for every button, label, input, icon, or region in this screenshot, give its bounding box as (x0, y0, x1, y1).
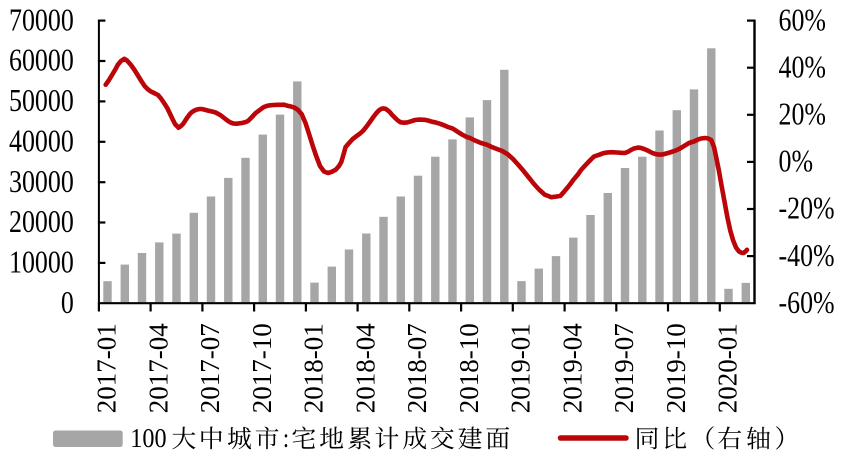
svg-text:100: 100 (130, 422, 166, 453)
svg-text:2017-01: 2017-01 (92, 323, 122, 413)
svg-text:70000: 70000 (9, 3, 74, 38)
svg-text:2018-04: 2018-04 (350, 323, 380, 413)
svg-text:-40%: -40% (779, 238, 835, 273)
svg-text:2018-10: 2018-10 (454, 323, 484, 413)
svg-text:0%: 0% (779, 144, 814, 179)
svg-text:60000: 60000 (9, 43, 74, 78)
svg-text:30000: 30000 (9, 164, 74, 199)
svg-text:2017-04: 2017-04 (144, 323, 174, 413)
svg-text:2019-04: 2019-04 (557, 323, 587, 413)
svg-text:2019-01: 2019-01 (506, 323, 536, 413)
svg-text:40%: 40% (779, 50, 826, 85)
svg-text:20%: 20% (779, 97, 826, 132)
svg-text:10000: 10000 (9, 245, 74, 280)
svg-text:-60%: -60% (779, 286, 835, 321)
svg-text:2019-10: 2019-10 (661, 323, 691, 413)
svg-text:40000: 40000 (9, 124, 74, 159)
svg-text:0: 0 (61, 286, 74, 321)
svg-text:2020-01: 2020-01 (713, 323, 743, 413)
svg-text:20000: 20000 (9, 205, 74, 240)
svg-text:2017-10: 2017-10 (247, 323, 277, 413)
svg-text:2018-07: 2018-07 (402, 323, 432, 413)
svg-text:50000: 50000 (9, 84, 74, 119)
svg-text:60%: 60% (779, 3, 826, 38)
svg-text:2019-07: 2019-07 (609, 323, 639, 413)
svg-text:-20%: -20% (779, 191, 835, 226)
svg-text:2017-07: 2017-07 (195, 323, 225, 413)
svg-text:2018-01: 2018-01 (299, 323, 329, 413)
svg-text::: : (283, 424, 289, 454)
